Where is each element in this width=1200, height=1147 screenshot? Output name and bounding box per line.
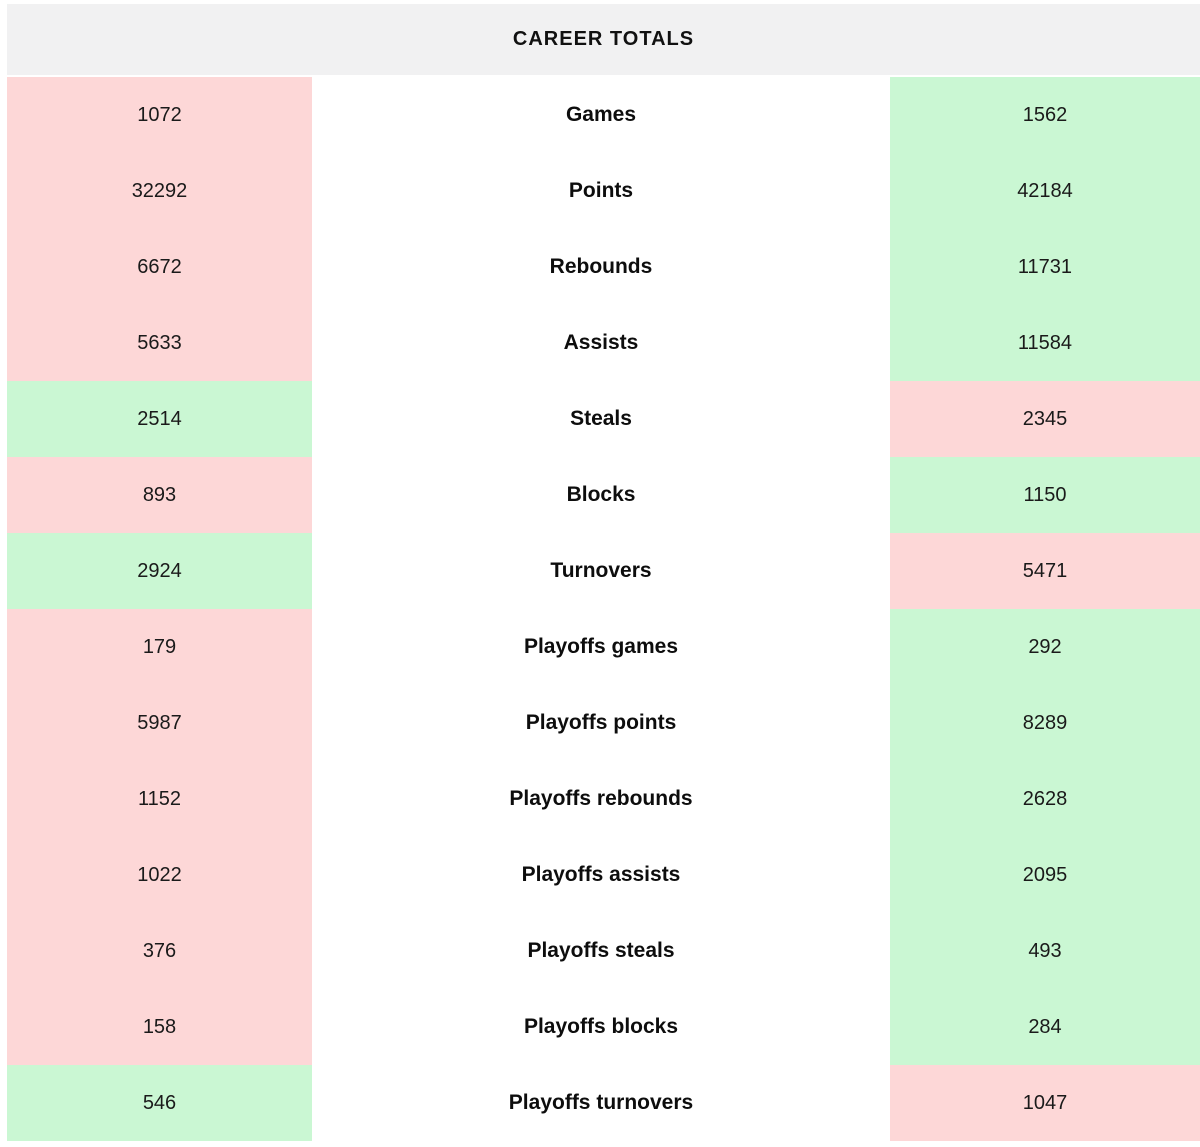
stat-label-cell: Rebounds [312,229,890,305]
stat-label-cell: Turnovers [312,533,890,609]
right-value-cell: 1562 [890,77,1200,153]
table-title: CAREER TOTALS [512,28,695,50]
left-value-cell: 893 [7,457,312,533]
left-value-cell: 32292 [7,153,312,229]
left-value-cell: 2924 [7,533,312,609]
table-row: 158 Playoffs blocks 284 [7,989,1200,1065]
table-row: 5987 Playoffs points 8289 [7,685,1200,761]
stat-label-cell: Playoffs blocks [312,989,890,1065]
table-header: CAREER TOTALS [7,4,1200,75]
table-row: 6672 Rebounds 11731 [7,229,1200,305]
stat-label-cell: Playoffs steals [312,913,890,989]
stat-label-cell: Points [312,153,890,229]
table-row: 893 Blocks 1150 [7,457,1200,533]
right-value-cell: 2345 [890,381,1200,457]
stat-label-cell: Playoffs assists [312,837,890,913]
right-value-cell: 2095 [890,837,1200,913]
left-value-cell: 5987 [7,685,312,761]
table-row: 5633 Assists 11584 [7,305,1200,381]
table-row: 32292 Points 42184 [7,153,1200,229]
right-value-cell: 11731 [890,229,1200,305]
left-value-cell: 6672 [7,229,312,305]
table-row: 179 Playoffs games 292 [7,609,1200,685]
table-row: 376 Playoffs steals 493 [7,913,1200,989]
stat-label-cell: Blocks [312,457,890,533]
table-row: 2514 Steals 2345 [7,381,1200,457]
career-totals-table: CAREER TOTALS 1072 Games 1562 32292 Poin… [7,4,1200,1141]
stat-label-cell: Games [312,77,890,153]
left-value-cell: 5633 [7,305,312,381]
right-value-cell: 2628 [890,761,1200,837]
stat-label-cell: Playoffs rebounds [312,761,890,837]
table-rows: 1072 Games 1562 32292 Points 42184 6672 … [7,77,1200,1141]
left-value-cell: 158 [7,989,312,1065]
right-value-cell: 292 [890,609,1200,685]
left-value-cell: 1072 [7,77,312,153]
stat-label-cell: Steals [312,381,890,457]
table-row: 546 Playoffs turnovers 1047 [7,1065,1200,1141]
right-value-cell: 1047 [890,1065,1200,1141]
left-value-cell: 376 [7,913,312,989]
left-value-cell: 1152 [7,761,312,837]
right-value-cell: 1150 [890,457,1200,533]
stat-label-cell: Assists [312,305,890,381]
left-value-cell: 546 [7,1065,312,1141]
left-value-cell: 179 [7,609,312,685]
table-row: 2924 Turnovers 5471 [7,533,1200,609]
table-row: 1022 Playoffs assists 2095 [7,837,1200,913]
table-row: 1072 Games 1562 [7,77,1200,153]
stat-label-cell: Playoffs points [312,685,890,761]
right-value-cell: 284 [890,989,1200,1065]
left-value-cell: 1022 [7,837,312,913]
right-value-cell: 5471 [890,533,1200,609]
right-value-cell: 11584 [890,305,1200,381]
table-row: 1152 Playoffs rebounds 2628 [7,761,1200,837]
right-value-cell: 493 [890,913,1200,989]
right-value-cell: 8289 [890,685,1200,761]
stat-label-cell: Playoffs games [312,609,890,685]
stat-label-cell: Playoffs turnovers [312,1065,890,1141]
left-value-cell: 2514 [7,381,312,457]
right-value-cell: 42184 [890,153,1200,229]
